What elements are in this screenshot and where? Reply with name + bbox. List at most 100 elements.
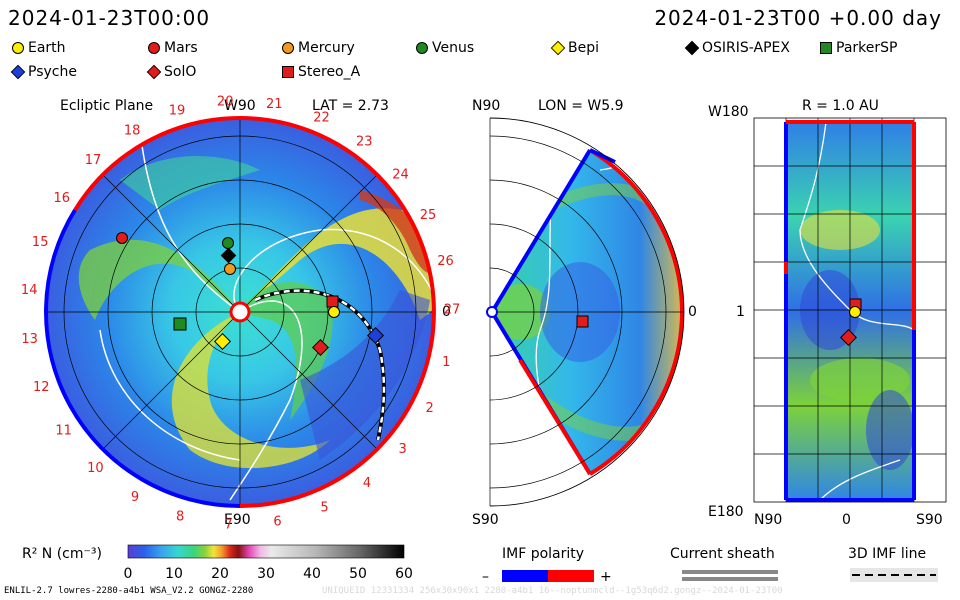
sector-label-9: 9	[131, 490, 139, 505]
sector-label-18: 18	[124, 124, 141, 139]
earth-synoptic-marker	[849, 306, 861, 318]
colorbar-tick-40: 40	[303, 566, 321, 582]
sector-label-8: 8	[176, 509, 184, 524]
bepi-marker	[214, 333, 231, 350]
timestamp-title: 2024-01-23T00:00	[8, 6, 211, 30]
imf-polarity-minus: –	[482, 569, 489, 585]
meridional-plane-panel	[486, 117, 690, 507]
legend-label: OSIRIS-APEX	[702, 40, 790, 56]
ecliptic-title: Ecliptic Plane	[60, 98, 153, 114]
meridional-right-label: 0	[688, 304, 697, 320]
imf-positive-swatch	[548, 570, 594, 582]
imf-polarity-plus: +	[600, 569, 612, 585]
imf-line-label: 3D IMF line	[848, 546, 926, 562]
ecliptic-top-label: W90	[224, 98, 256, 114]
legend-label: Venus	[432, 40, 475, 56]
stereo-a-meridional-marker	[576, 315, 589, 328]
sector-label-24: 24	[392, 168, 409, 183]
legend-label: SolO	[164, 64, 197, 80]
sector-label-11: 11	[55, 424, 72, 439]
legend-mars: Mars	[148, 38, 198, 58]
sector-label-4: 4	[363, 476, 371, 491]
synoptic-mid-left-label: 1	[736, 304, 745, 320]
osiris-apex-marker	[220, 247, 237, 264]
density-colorbar	[127, 544, 405, 559]
solo-marker	[312, 339, 329, 356]
legend-label: Bepi	[568, 40, 599, 56]
psyche-marker	[367, 327, 384, 344]
sector-label-19: 19	[169, 104, 186, 119]
sector-label-6: 6	[273, 515, 281, 530]
earth-marker	[328, 306, 340, 318]
legend-venus: Venus	[416, 38, 474, 58]
sector-label-1: 1	[442, 355, 450, 370]
synoptic-x-label-s90: S90	[916, 512, 943, 528]
ecliptic-plane-panel	[44, 116, 436, 508]
colorbar-tick-20: 20	[211, 566, 229, 582]
colorbar-tick-60: 60	[395, 566, 413, 582]
legend-label: Stereo_A	[298, 64, 361, 80]
legend-mercury: Mercury	[282, 38, 355, 58]
meridional-bottom-label: S90	[472, 512, 499, 528]
sector-label-13: 13	[21, 332, 38, 347]
current-sheath-swatch	[682, 570, 778, 574]
legend-label: Mercury	[298, 40, 355, 56]
colorbar-tick-0: 0	[124, 566, 133, 582]
sector-label-20: 20	[217, 95, 234, 110]
sector-label-27: 27	[444, 303, 461, 318]
colorbar-label: R² N (cm⁻³)	[22, 546, 102, 562]
sector-label-12: 12	[33, 380, 50, 395]
legend-label: Earth	[28, 40, 66, 56]
synoptic-x-label-0: 0	[842, 512, 851, 528]
ecliptic-right-label: 0	[442, 304, 451, 320]
current-sheath-label: Current sheath	[670, 546, 775, 562]
parkersp-marker-icon	[820, 42, 832, 54]
legend-parkersp: ParkerSP	[820, 38, 897, 58]
mercury-marker-icon	[282, 42, 294, 54]
colorbar-tick-30: 30	[257, 566, 275, 582]
ecliptic-bottom-label: E90	[224, 512, 251, 528]
legend-solo: SolO	[146, 62, 197, 82]
imf-polarity-label: IMF polarity	[502, 546, 584, 562]
synoptic-map-panel	[753, 117, 947, 503]
venus-marker	[222, 237, 234, 249]
mars-marker	[116, 232, 128, 244]
object-legend: Earth Mars Mercury Venus Bepi OSIRIS-APE…	[0, 38, 960, 86]
mercury-marker	[224, 263, 236, 275]
sector-label-15: 15	[32, 235, 49, 250]
sector-label-3: 3	[398, 442, 406, 457]
legend-label: ParkerSP	[836, 40, 898, 56]
sector-label-14: 14	[21, 283, 38, 298]
mars-marker-icon	[148, 42, 160, 54]
parkersp-marker	[173, 317, 187, 331]
sector-label-16: 16	[54, 191, 71, 206]
synoptic-title: R = 1.0 AU	[802, 98, 879, 114]
synoptic-bottom-left-label: E180	[708, 504, 744, 520]
stereo-a-marker-icon	[282, 66, 294, 78]
synoptic-x-label-n90: N90	[754, 512, 782, 528]
imf-negative-swatch	[502, 570, 548, 582]
legend-psyche: Psyche	[10, 62, 77, 82]
sector-label-22: 22	[313, 110, 330, 125]
faint-id-footer: UNIQUEID 12331334 256x30x90x1 2280-a4b1 …	[322, 586, 783, 596]
sector-label-10: 10	[87, 461, 104, 476]
venus-marker-icon	[416, 42, 428, 54]
sector-label-25: 25	[420, 208, 437, 223]
sector-label-26: 26	[437, 254, 454, 269]
sector-label-2: 2	[425, 401, 433, 416]
model-info-footer: ENLIL-2.7 lowres-2280-a4b1 WSA_V2.2 GONG…	[4, 586, 254, 596]
sector-label-21: 21	[266, 97, 283, 112]
colorbar-ticks: 0 10 20 30 40 50 60	[124, 566, 413, 582]
legend-earth: Earth	[12, 38, 66, 58]
sector-label-17: 17	[85, 153, 102, 168]
colorbar-tick-10: 10	[165, 566, 183, 582]
meridional-top-label: N90	[472, 98, 500, 114]
meridional-lon-label: LON = W5.9	[538, 98, 624, 114]
legend-label: Psyche	[28, 64, 77, 80]
legend-stereo-a: Stereo_A	[282, 62, 360, 82]
earth-marker-icon	[12, 42, 24, 54]
stereo-a-marker	[326, 295, 339, 308]
legend-bepi: Bepi	[550, 38, 599, 58]
